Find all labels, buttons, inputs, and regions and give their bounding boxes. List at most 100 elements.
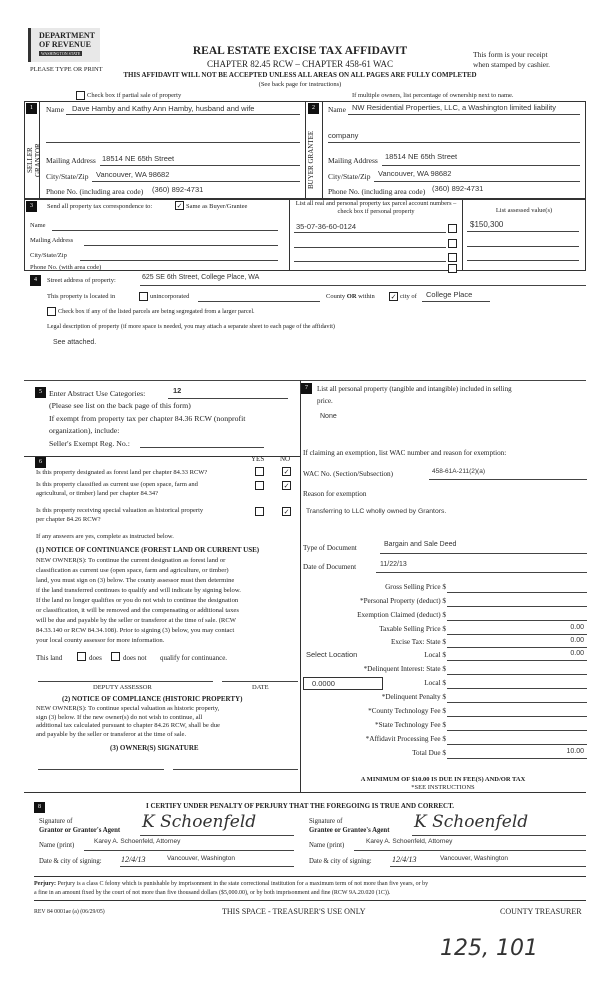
section-number: 3 — [26, 201, 37, 212]
segregated-checkbox[interactable] — [47, 307, 56, 316]
label: Name — [328, 105, 346, 114]
no-checkbox[interactable]: ✓ — [282, 467, 291, 476]
fee-line — [447, 674, 587, 675]
seller-phone-field[interactable]: (360) 892-4731 — [152, 185, 204, 194]
section-number: 1 — [26, 103, 37, 114]
grantee-signature[interactable]: K Schoenfeld — [414, 812, 529, 832]
grantee-signing-date[interactable]: 12/4/13 — [392, 855, 417, 864]
personal-property-checkbox[interactable] — [448, 264, 457, 273]
grantor-signing-city[interactable]: Vancouver, Washington — [167, 855, 235, 862]
fee-label: *Delinquent Penalty $ — [381, 693, 446, 701]
parcel-column — [289, 199, 463, 271]
no-checkbox[interactable]: ✓ — [282, 481, 291, 490]
same-as-buyer-checkbox[interactable]: ✓ — [175, 201, 184, 210]
minimum-due-note: A MINIMUM OF $10.00 IS DUE IN FEE(S) AND… — [360, 776, 526, 783]
personal-property-checkbox[interactable] — [448, 253, 457, 262]
label: Seller's Exempt Reg. No.: — [49, 439, 130, 448]
fee-label: *State Technology Fee $ — [374, 721, 446, 729]
label: Check box if any of the listed parcels a… — [58, 308, 255, 315]
seller-side-column — [24, 101, 40, 199]
label: Name (print) — [309, 842, 345, 849]
parcel-number-field[interactable]: 35-07-36-60-0124 — [296, 222, 357, 231]
city-field[interactable]: College Place — [426, 290, 473, 299]
warning-line: THIS AFFIDAVIT WILL NOT BE ACCEPTED UNLE… — [123, 71, 477, 79]
yes-checkbox[interactable] — [255, 481, 264, 490]
local-rate-field[interactable]: 0.0000 — [303, 677, 383, 690]
select-location-dropdown[interactable]: Select Location — [306, 650, 358, 659]
seller-mailing-address-field[interactable]: 18514 NE 65th Street — [102, 154, 175, 163]
label: qualify for continuance. — [160, 654, 228, 662]
within-city-checkbox[interactable]: ✓ — [389, 292, 398, 301]
buyer-phone-field[interactable]: (360) 892-4731 — [432, 184, 484, 193]
grantor-signing-date[interactable]: 12/4/13 — [121, 855, 146, 864]
treasurer-use-label: THIS SPACE - TREASURER'S USE ONLY — [222, 907, 366, 916]
buyer-mailing-address-field[interactable]: 18514 NE 65th Street — [385, 152, 458, 161]
partial-sale-label: Check box if partial sale of property — [87, 92, 182, 99]
legal-description-field[interactable]: See attached. — [53, 339, 97, 346]
buyer-side-column — [305, 101, 323, 199]
partial-sale-checkbox[interactable] — [76, 91, 85, 100]
logo-text: OF REVENUE — [39, 40, 91, 49]
yes-checkbox[interactable] — [255, 467, 264, 476]
label: City/State/Zip — [30, 252, 67, 259]
yes-checkbox[interactable] — [255, 507, 264, 516]
deputy-assessor-label: DEPUTY ASSESSOR — [93, 684, 152, 691]
receipt-note: This form is your receipt — [473, 50, 548, 59]
exemption-reason-field[interactable]: Transferring to LLC wholly owned by Gran… — [306, 508, 447, 515]
section-number: 6 — [35, 457, 46, 468]
fee-value-field[interactable]: 0.00 — [570, 624, 584, 631]
grantee-signing-city[interactable]: Vancouver, Washington — [440, 855, 508, 862]
property-address-field[interactable]: 625 SE 6th Street, College Place, WA — [142, 274, 260, 281]
fee-label: *Delinquent Interest: State $ — [363, 665, 446, 673]
logo-text: DEPARTMENT — [39, 31, 96, 40]
section-number: 5 — [35, 387, 46, 398]
unincorporated-checkbox[interactable] — [139, 292, 148, 301]
does-checkbox[interactable] — [77, 652, 86, 661]
fee-line — [447, 634, 587, 635]
grantor-signature[interactable]: K Schoenfeld — [142, 812, 257, 832]
buyer-name-field[interactable]: NW Residential Properties, LLC, a Washin… — [352, 103, 556, 112]
fee-line — [447, 660, 587, 661]
fee-value-field[interactable]: 0.00 — [570, 637, 584, 644]
seller-city-field[interactable]: Vancouver, WA 98682 — [96, 170, 170, 179]
fee-label: Excise Tax: State $ — [390, 638, 446, 646]
label: Date & city of signing: — [39, 858, 102, 865]
fee-line — [447, 647, 587, 648]
document-type-field[interactable]: Bargain and Sale Deed — [384, 541, 457, 548]
fee-label: Local $ — [424, 651, 446, 659]
notice-compliance-text: NEW OWNER(S): To continue special valuat… — [36, 705, 220, 738]
grantee-print-name-field[interactable]: Karey A. Schoenfeld, Attorney — [366, 838, 453, 845]
label: Street address of property: — [47, 277, 116, 284]
label: Date & city of signing: — [309, 858, 372, 865]
buyer-city-field[interactable]: Vancouver, WA 98682 — [378, 169, 452, 178]
does-not-checkbox[interactable] — [111, 652, 120, 661]
buyer-name-field-line2[interactable]: company — [328, 131, 359, 140]
note: If exempt from property tax per chapter … — [49, 414, 246, 423]
question: agricultural, or timber) land per chapte… — [36, 490, 159, 497]
personal-property-checkbox[interactable] — [448, 224, 457, 233]
document-date-field[interactable]: 11/22/13 — [380, 561, 407, 568]
see-instructions: *SEE INSTRUCTIONS — [411, 784, 475, 791]
date-label: DATE — [252, 684, 269, 691]
no-checkbox[interactable]: ✓ — [282, 507, 291, 516]
fee-value-field[interactable]: 0.00 — [570, 650, 584, 657]
fee-line — [447, 744, 587, 745]
fee-line — [447, 592, 587, 593]
label: Mailing Address — [30, 237, 74, 244]
label: List all personal property (tangible and… — [317, 385, 512, 393]
fee-value-field[interactable]: 10.00 — [566, 748, 584, 755]
personal-property-field[interactable]: None — [320, 413, 337, 420]
grantor-print-name-field[interactable]: Karey A. Schoenfeld, Attorney — [94, 838, 181, 845]
question: Is this property classified as current u… — [36, 481, 198, 488]
fee-line — [447, 688, 587, 689]
label: Name — [46, 105, 64, 114]
divider — [24, 456, 300, 457]
abstract-use-field[interactable]: 12 — [173, 386, 182, 395]
chapter-line: CHAPTER 82.45 RCW – CHAPTER 458-61 WAC — [207, 59, 393, 69]
assessed-value-field[interactable]: $150,300 — [470, 220, 504, 229]
column-divider — [300, 380, 301, 792]
personal-property-checkbox[interactable] — [448, 239, 457, 248]
label: does — [89, 654, 102, 662]
wac-number-field[interactable]: 458-61A-211(2)(a) — [432, 468, 485, 475]
seller-name-field[interactable]: Dave Hamby and Kathy Ann Hamby, husband … — [72, 104, 255, 113]
